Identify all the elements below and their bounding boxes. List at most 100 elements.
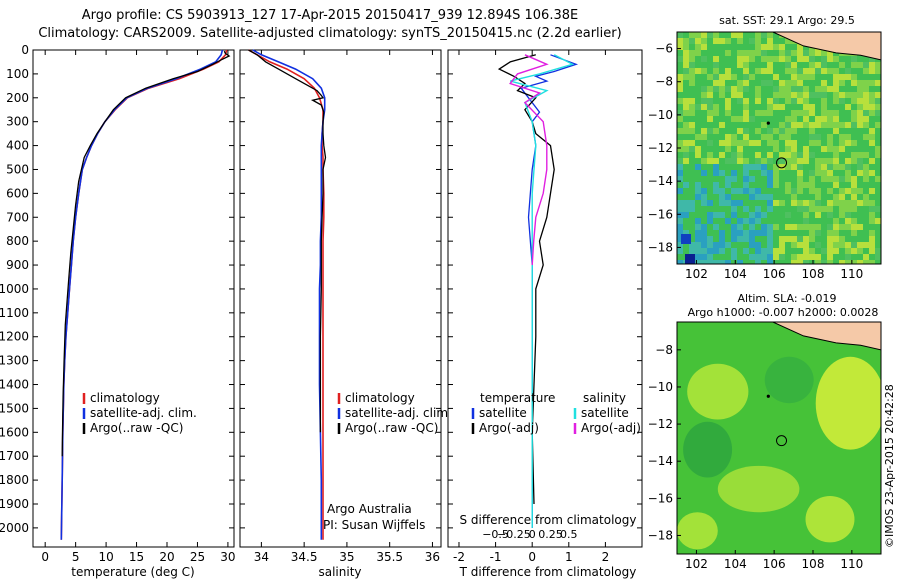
map-pixel-cold (681, 234, 691, 244)
map-pixel (677, 242, 683, 248)
map-pixel (851, 116, 857, 122)
map-pixel (869, 104, 875, 110)
map-pixel (845, 224, 851, 230)
map-pixel (677, 86, 683, 92)
series-argo-tdiff (497, 54, 555, 505)
map-pixel (797, 74, 803, 80)
map-pixel (839, 140, 845, 146)
map-pixel (791, 200, 797, 206)
map-pixel (851, 140, 857, 146)
map-pixel (863, 260, 869, 264)
map-anomaly (683, 421, 733, 478)
map-pixel (785, 62, 791, 68)
map-pixel (689, 74, 695, 80)
map-pixel (713, 158, 719, 164)
map-pixel (719, 188, 725, 194)
map-pixel (731, 224, 737, 230)
map-pixel (695, 218, 701, 224)
map-pixel (791, 122, 797, 128)
map-pixel (857, 260, 863, 264)
map-pixel (749, 50, 755, 56)
map-pixel (773, 92, 779, 98)
map-pixel (791, 80, 797, 86)
map-pixel (707, 140, 713, 146)
map-pixel (743, 104, 749, 110)
map-pixel (737, 146, 743, 152)
map-pixel (701, 32, 707, 38)
map-pixel (677, 98, 683, 104)
map-pixel (677, 32, 683, 38)
map-y-tick-label: −16 (648, 491, 673, 505)
map-pixel (707, 212, 713, 218)
map-pixel (815, 122, 821, 128)
y-tick-label: 1900 (0, 497, 29, 511)
x-top-tick-label: −0.25 (497, 528, 531, 541)
map-pixel (809, 122, 815, 128)
float-position-marker (776, 435, 788, 447)
map-pixel (827, 110, 833, 116)
map-pixel (767, 224, 773, 230)
figure-title-line2: Climatology: CARS2009. Satellite-adjuste… (38, 26, 622, 41)
map-pixel (719, 236, 725, 242)
map-pixel (851, 218, 857, 224)
map-pixel (809, 182, 815, 188)
map-pixel (743, 170, 749, 176)
x-tick-label: 35.5 (376, 550, 403, 564)
map-pixel (797, 188, 803, 194)
map-pixel (767, 62, 773, 68)
map-pixel (713, 104, 719, 110)
map-pixel (797, 236, 803, 242)
map-pixel (695, 260, 701, 264)
map-pixel (809, 254, 815, 260)
map-pixel (701, 248, 707, 254)
map-pixel (791, 224, 797, 230)
map-pixel (857, 164, 863, 170)
map-pixel (785, 68, 791, 74)
map-pixel (863, 110, 869, 116)
map-pixel (713, 68, 719, 74)
map-pixel (725, 194, 731, 200)
map-pixel (869, 98, 875, 104)
map-pixel (785, 140, 791, 146)
map-pixel (755, 86, 761, 92)
map-pixel (683, 74, 689, 80)
map-anomaly (687, 363, 749, 420)
map-pixel (779, 104, 785, 110)
map-pixel (767, 242, 773, 248)
map-x-tick-label: 110 (840, 557, 863, 571)
map-pixel (869, 134, 875, 140)
map-pixel (719, 194, 725, 200)
map-pixel (839, 134, 845, 140)
map-pixel (875, 92, 881, 98)
map-pixel (845, 92, 851, 98)
map-pixel (809, 74, 815, 80)
map-pixel (845, 212, 851, 218)
map-pixel (791, 128, 797, 134)
map-pixel (767, 32, 773, 38)
map-pixel (815, 164, 821, 170)
figure-title-line1: Argo profile: CS 5903913_127 17-Apr-2015… (81, 8, 579, 23)
series-argo-sal (248, 49, 327, 433)
map-pixel (815, 212, 821, 218)
map-pixel (755, 260, 761, 264)
map-pixel (815, 92, 821, 98)
map-pixel (869, 170, 875, 176)
map-pixel (839, 200, 845, 206)
map-pixel (809, 176, 815, 182)
map-pixel (803, 248, 809, 254)
map-pixel (797, 80, 803, 86)
map-pixel (833, 236, 839, 242)
legend-argo-t-label: Argo(-adj) (479, 421, 539, 435)
map-pixel (791, 98, 797, 104)
map-pixel (851, 122, 857, 128)
map-pixel (863, 98, 869, 104)
map-pixel (785, 182, 791, 188)
map-pixel (767, 140, 773, 146)
map-pixel (821, 92, 827, 98)
map-pixel (779, 86, 785, 92)
map-pixel (815, 260, 821, 264)
map-pixel (851, 200, 857, 206)
x-tick-label: 30 (220, 550, 235, 564)
map-pixel (689, 242, 695, 248)
map-pixel (755, 110, 761, 116)
